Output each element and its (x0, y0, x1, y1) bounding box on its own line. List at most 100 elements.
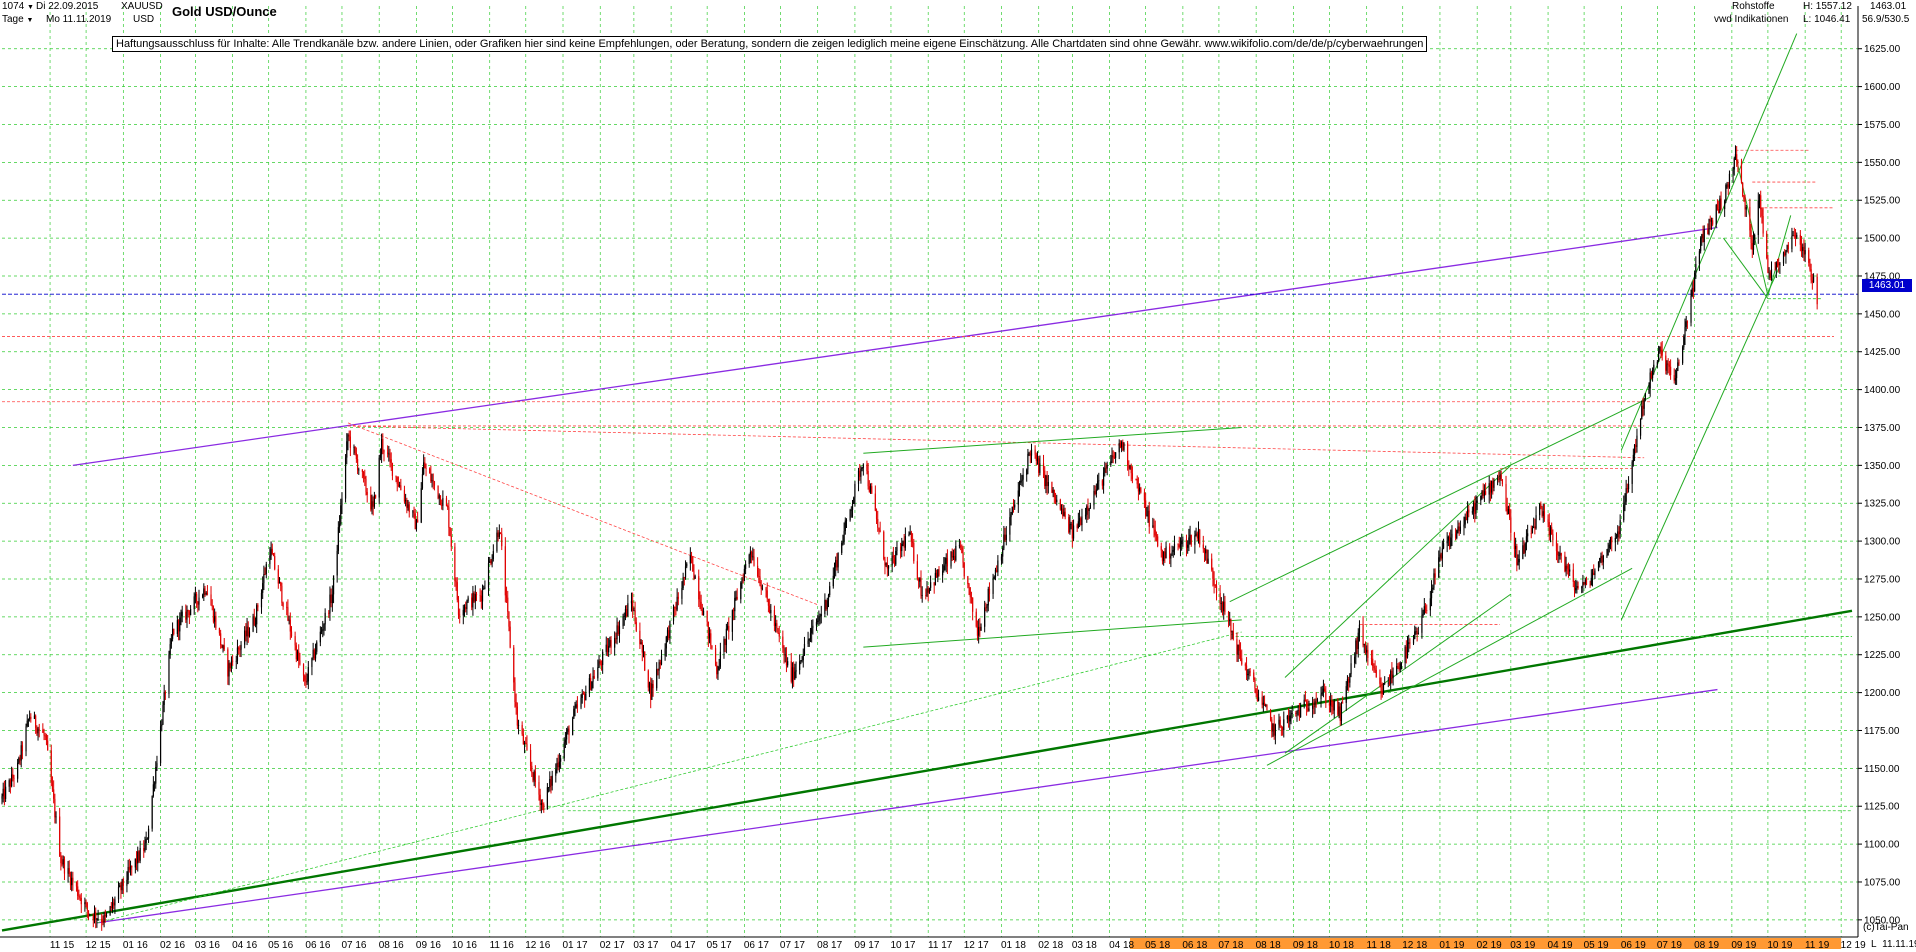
candle-body (400, 485, 402, 491)
candle-body (665, 636, 667, 649)
candle-body (584, 693, 586, 701)
candle-body (799, 661, 801, 671)
candle-body (55, 816, 57, 818)
candle-body (1666, 363, 1668, 371)
candle-body (841, 543, 843, 553)
candle-body (197, 601, 199, 605)
candle-body (307, 667, 309, 682)
candles (1, 145, 1818, 931)
candle-body (445, 498, 448, 506)
candle-body (17, 762, 19, 779)
candle-body (1155, 535, 1158, 537)
candle-body (162, 704, 164, 725)
candle-body (891, 555, 893, 566)
candle-body (438, 495, 440, 499)
candle-body (980, 626, 982, 631)
candle-body (1064, 511, 1066, 518)
candle-body (164, 692, 166, 694)
candle-body (987, 588, 989, 606)
candle-body (702, 610, 705, 616)
candle-body (146, 838, 148, 840)
candle-body (1423, 606, 1425, 615)
candle-body (431, 480, 433, 482)
candle-body (701, 609, 703, 616)
candle-body (1112, 455, 1114, 458)
candle-body (1, 796, 3, 799)
candle-body (1430, 589, 1433, 599)
candle-body (867, 471, 869, 487)
candle-body (1661, 349, 1663, 356)
candle-body (1045, 475, 1047, 487)
candle-body (1227, 611, 1230, 621)
candle-body (1187, 544, 1189, 548)
candle-body (215, 615, 217, 628)
candle-body (85, 902, 87, 904)
candle-body (597, 667, 599, 679)
candle-body (96, 918, 98, 920)
candle-body (1566, 565, 1568, 569)
candle-body (62, 859, 64, 865)
candle-body (78, 895, 80, 897)
candle-body (323, 624, 325, 630)
candle-body (1644, 393, 1646, 400)
candle-body (1584, 579, 1586, 585)
y-tick-label: 1400.00 (1864, 385, 1901, 396)
candle-body (151, 795, 153, 829)
candle-body (975, 611, 977, 627)
candle-body (1042, 463, 1045, 471)
candle-body (220, 633, 222, 645)
x-tick-label: 06 18 (1182, 940, 1207, 951)
candle-body (599, 661, 601, 664)
candle-body (1069, 524, 1071, 533)
candle-body (1123, 443, 1125, 451)
candle-body (1245, 665, 1248, 676)
candle-body (615, 637, 617, 640)
candle-body (970, 596, 973, 598)
candle-body (1481, 490, 1483, 496)
candle-body (1261, 697, 1263, 705)
candle-body (1081, 516, 1083, 525)
candle-body (173, 628, 175, 634)
candle-body (718, 666, 720, 671)
candle-body (699, 599, 701, 602)
candle-body (214, 615, 216, 622)
candle-body (1800, 244, 1803, 251)
candle-body (967, 576, 969, 585)
candle-body (790, 661, 792, 682)
candle-body (868, 486, 870, 492)
candle-body (1600, 556, 1602, 558)
candle-body (280, 581, 282, 586)
candle-body (1379, 677, 1381, 684)
candle-body (1641, 405, 1643, 419)
candle-body (700, 601, 702, 610)
candle-body (1551, 527, 1553, 535)
bar-count-selector[interactable]: 1074 ▼ (2, 1, 34, 12)
candle-body (1212, 569, 1214, 579)
candle-body (950, 551, 952, 567)
candle-body (1728, 173, 1731, 188)
candle-body (803, 643, 806, 656)
candle-body (508, 611, 510, 627)
candle-body (656, 668, 658, 689)
candle-body (145, 839, 147, 844)
candle-body (405, 500, 407, 502)
candle-body (871, 486, 873, 494)
candle-body (1540, 503, 1542, 508)
candle-body (560, 758, 562, 762)
candle-body (1145, 500, 1147, 516)
candle-body (1380, 683, 1382, 692)
y-tick-label: 1325.00 (1864, 499, 1901, 510)
candle-body (51, 782, 54, 790)
candle-body (1358, 624, 1361, 633)
candle-body (732, 610, 735, 612)
candle-body (860, 469, 862, 477)
candle-body (433, 481, 436, 486)
candle-body (760, 585, 762, 589)
candle-body (312, 649, 314, 658)
period-selector[interactable]: Tage ▼ (2, 14, 34, 25)
future-period-band (1130, 938, 1842, 949)
candle-body (997, 560, 999, 573)
candle-body (484, 587, 486, 589)
candle-body (1342, 702, 1344, 704)
candle-body (1785, 250, 1787, 256)
